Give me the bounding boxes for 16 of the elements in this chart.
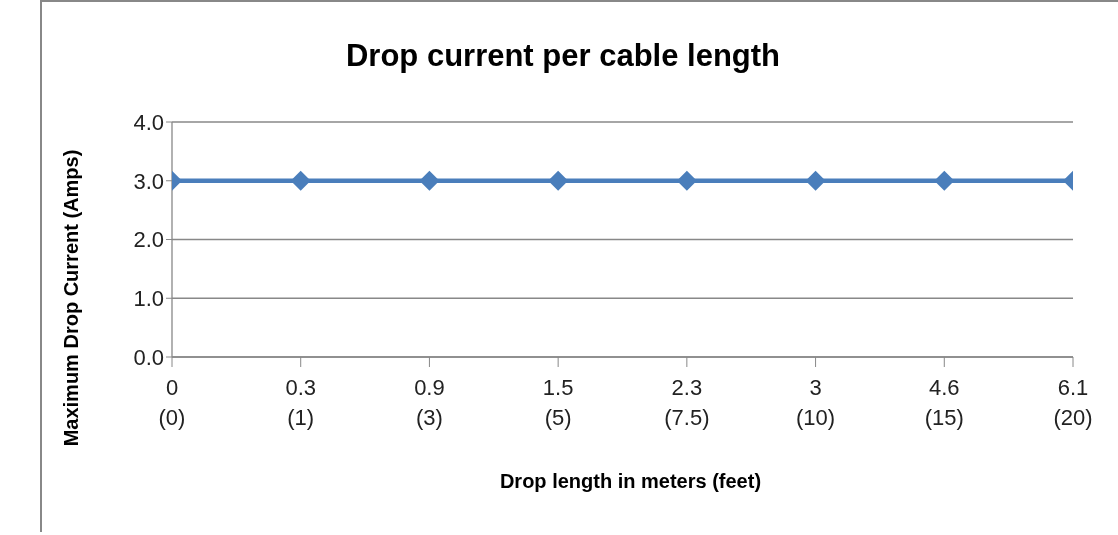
x-tick-label: 0 (0): [158, 375, 186, 430]
x-tick-label: 0.9 (3): [414, 375, 445, 430]
x-tick-label: 2.3 (7.5): [664, 375, 710, 430]
x-tick-label: 1.5 (5): [542, 375, 574, 430]
chart-title: Drop current per cable length: [344, 38, 782, 74]
x-tick-label: 0.3 (1): [285, 375, 317, 430]
y-tick-label: 1.0: [133, 286, 164, 312]
y-tick-label: 4.0: [133, 109, 164, 135]
x-tick-label: 4.6 (15): [924, 375, 964, 430]
y-tick-label: 0.0: [133, 344, 164, 370]
y-tick-label: 3.0: [133, 168, 164, 194]
x-tick-label: 3 (10): [796, 375, 836, 430]
x-tick-label: 6.1 (20): [1053, 375, 1093, 430]
x-axis-title: Drop length in meters (feet): [498, 470, 763, 493]
y-tick-label: 2.0: [133, 227, 164, 253]
y-axis-title: Maximum Drop Current (Amps): [60, 148, 83, 449]
